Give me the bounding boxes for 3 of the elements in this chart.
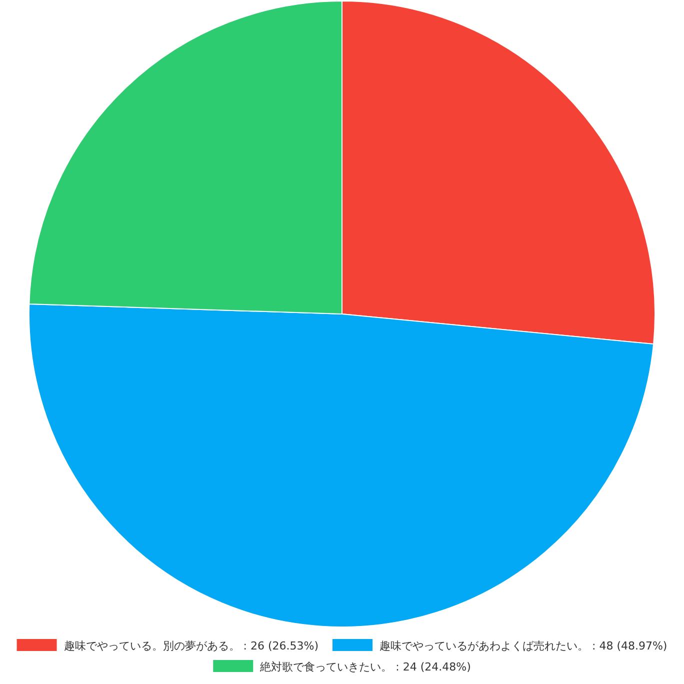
legend-label: 趣味でやっている。別の夢がある。 : 26 (26.53%) — [64, 640, 318, 652]
legend-label: 趣味でやっているがあわよくば売れたい。 : 48 (48.97%) — [380, 640, 668, 652]
legend-label: 絶対歌で食っていきたい。 : 24 (24.48%) — [259, 660, 471, 674]
